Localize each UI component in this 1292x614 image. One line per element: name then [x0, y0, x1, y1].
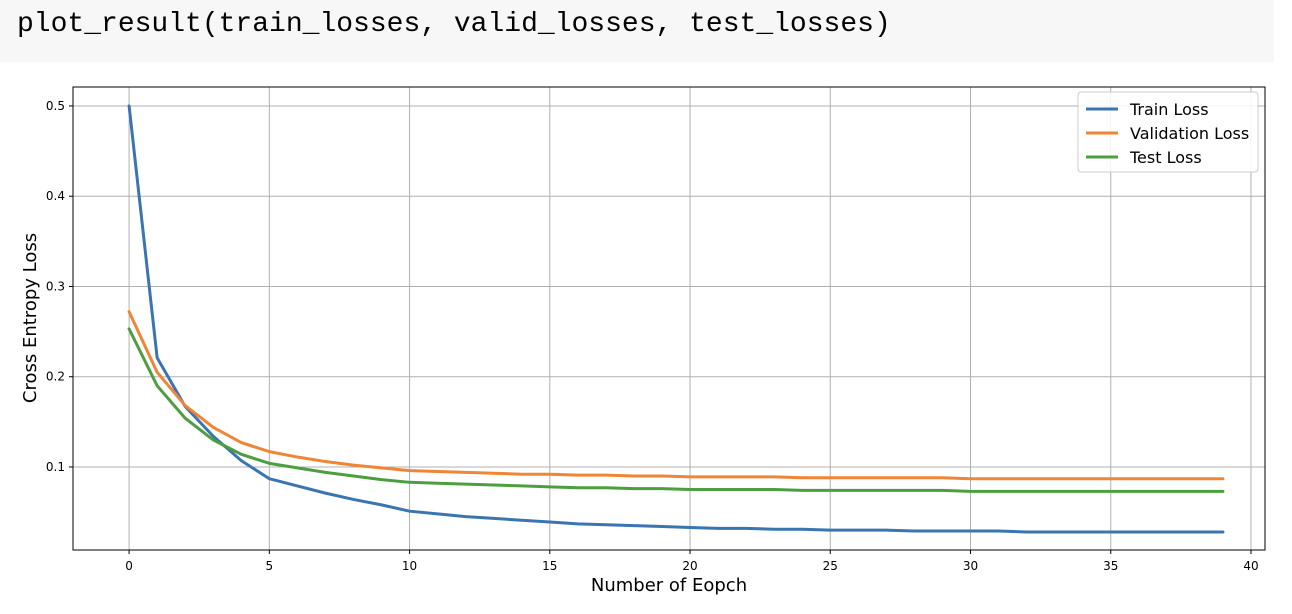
loss-line-chart: 0 5 10 15 20 25 30 35 40 0.1 0.2 0.3 0.4 0.5 Number o… — [20, 86, 1266, 596]
legend-box — [1077, 91, 1259, 173]
validation-loss-line — [127, 310, 1225, 481]
x-axis-label: Number of Eopch — [591, 575, 747, 596]
plot-area-frame — [72, 86, 1266, 551]
legend-label-test-loss: Test Loss — [1129, 148, 1202, 167]
y-tick-label: 0.5 — [46, 99, 65, 113]
code-cell[interactable]: plot_result(train_losses, valid_losses, … — [0, 0, 1274, 62]
x-tick-label: 15 — [542, 559, 557, 573]
x-tick-label: 25 — [823, 559, 838, 573]
series-lines — [127, 104, 1225, 534]
x-tick-label: 35 — [1103, 559, 1118, 573]
x-tick-label: 20 — [682, 559, 697, 573]
x-tick-label: 40 — [1243, 559, 1258, 573]
y-tick-label: 0.2 — [46, 370, 65, 384]
test-loss-line — [127, 327, 1225, 493]
grid-lines — [73, 87, 1265, 550]
y-axis-label: Cross Entropy Loss — [20, 233, 41, 403]
x-tick-label: 10 — [402, 559, 417, 573]
legend: Train Loss Validation Loss Test Loss — [1077, 91, 1259, 173]
legend-label-validation-loss: Validation Loss — [1130, 124, 1249, 143]
x-tick-label: 0 — [125, 559, 133, 573]
axis-ticks: 0 5 10 15 20 25 30 35 40 0.1 0.2 0.3 0.4 0.5 — [46, 99, 1259, 573]
x-tick-label: 30 — [963, 559, 978, 573]
y-tick-label: 0.3 — [46, 279, 65, 293]
train-loss-line — [127, 104, 1225, 534]
x-tick-label: 5 — [266, 559, 274, 573]
y-tick-label: 0.1 — [46, 460, 65, 474]
y-tick-label: 0.4 — [46, 189, 65, 203]
code-cell-text: plot_result(train_losses, valid_losses, … — [17, 9, 891, 40]
legend-label-train-loss: Train Loss — [1129, 100, 1209, 119]
